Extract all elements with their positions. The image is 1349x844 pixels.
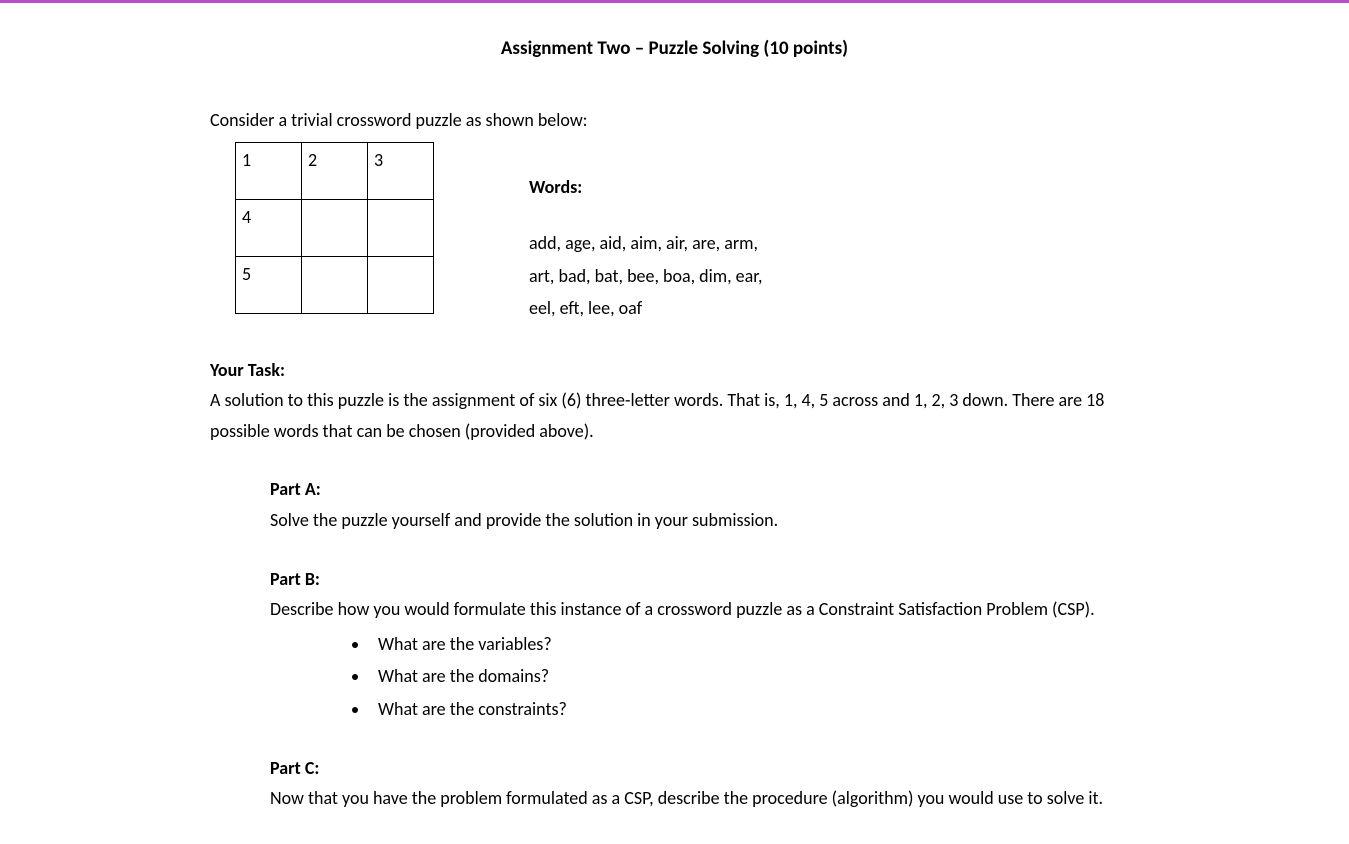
page-title: Assignment Two – Puzzle Solving (10 poin…	[210, 33, 1139, 65]
part-c: Part C: Now that you have the problem fo…	[270, 753, 1139, 814]
words-block: Words: add, age, aid, aim, air, are, arm…	[529, 142, 762, 325]
task-section: Your Task: A solution to this puzzle is …	[210, 355, 1139, 447]
task-text: A solution to this puzzle is the assignm…	[210, 385, 1139, 446]
puzzle-and-words-row: 1 2 3 4 5 Words: add, age, aid, aim, air…	[210, 142, 1139, 325]
part-c-heading: Part C:	[270, 753, 1139, 784]
part-a: Part A: Solve the puzzle yourself and pr…	[270, 474, 1139, 535]
crossword-cell	[302, 256, 368, 313]
crossword-cell: 2	[302, 142, 368, 199]
crossword-cell: 5	[236, 256, 302, 313]
words-line: eel, eft, lee, oaf	[529, 292, 762, 324]
words-heading: Words:	[529, 172, 762, 203]
crossword-grid: 1 2 3 4 5	[235, 142, 434, 314]
part-b: Part B: Describe how you would formulate…	[270, 564, 1139, 725]
bullet-item: What are the variables?	[370, 629, 1139, 660]
part-a-heading: Part A:	[270, 474, 1139, 505]
crossword-cell: 1	[236, 142, 302, 199]
part-a-text: Solve the puzzle yourself and provide th…	[270, 505, 1139, 536]
crossword-cell	[302, 199, 368, 256]
part-b-heading: Part B:	[270, 564, 1139, 595]
part-c-text: Now that you have the problem formulated…	[270, 783, 1139, 814]
part-b-bullets: What are the variables? What are the dom…	[370, 629, 1139, 725]
document-page: Assignment Two – Puzzle Solving (10 poin…	[0, 3, 1349, 844]
bullet-item: What are the domains?	[370, 661, 1139, 692]
task-heading: Your Task:	[210, 355, 1139, 386]
words-line: add, age, aid, aim, air, are, arm,	[529, 227, 762, 259]
part-b-text: Describe how you would formulate this in…	[270, 594, 1139, 625]
intro-text: Consider a trivial crossword puzzle as s…	[210, 105, 1139, 136]
crossword-cell: 3	[368, 142, 434, 199]
crossword-cell: 4	[236, 199, 302, 256]
crossword-cell	[368, 199, 434, 256]
crossword-cell	[368, 256, 434, 313]
words-line: art, bad, bat, bee, boa, dim, ear,	[529, 260, 762, 292]
bullet-item: What are the constraints?	[370, 694, 1139, 725]
